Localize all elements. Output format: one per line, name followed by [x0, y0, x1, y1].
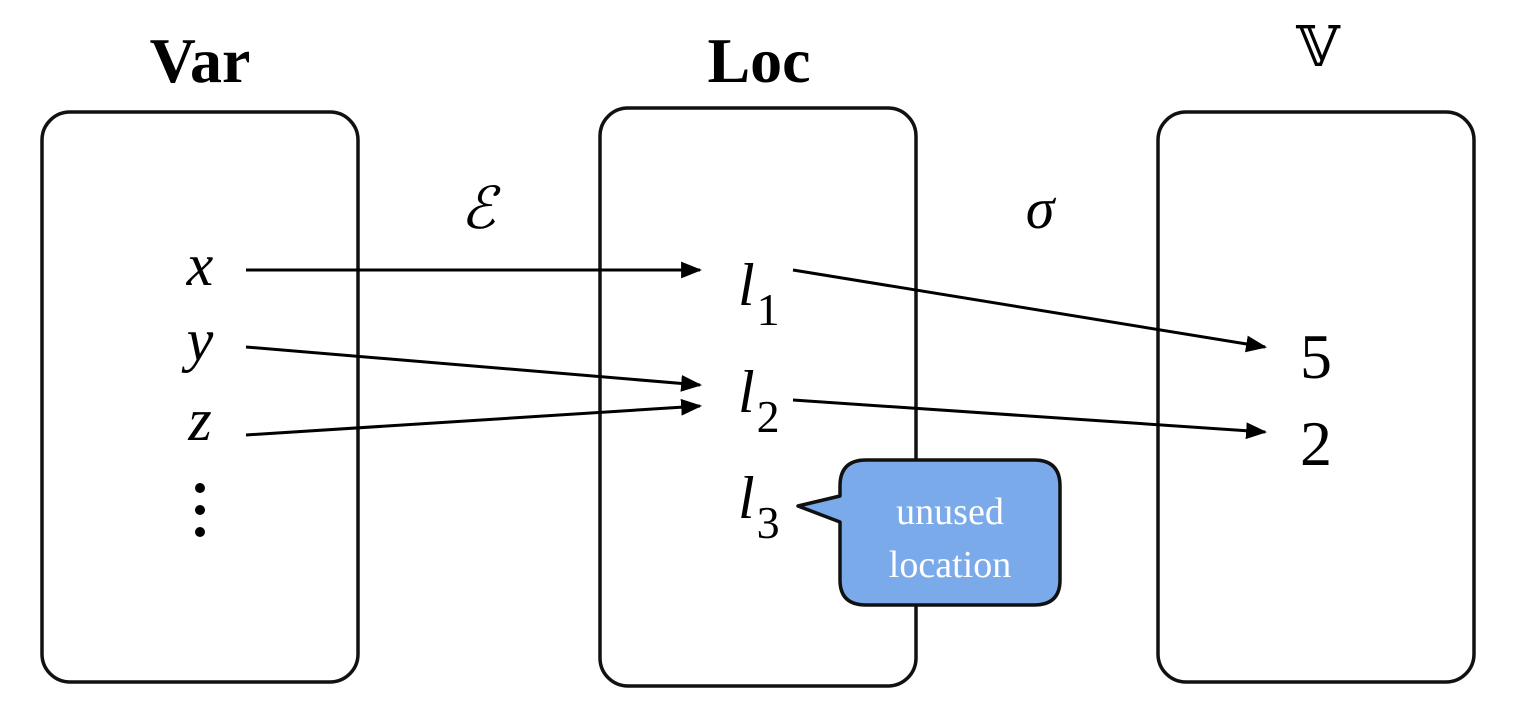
- unused-location-callout: unused location: [796, 458, 1062, 607]
- var-item-z: z: [187, 387, 211, 453]
- var-item-x: x: [186, 232, 214, 298]
- store-map-label: σ: [1026, 176, 1057, 241]
- var-vertical-ellipsis: ⋮: [195, 483, 205, 537]
- loc-item-l2: l2: [738, 359, 780, 442]
- environment-map-label: ℰ: [460, 176, 501, 241]
- value-item-5: 5: [1300, 321, 1332, 392]
- svg-text:⋮: ⋮: [200, 520, 201, 521]
- arrow-y-to-l2: [245, 345, 703, 392]
- arrow-z-to-l2: [245, 398, 703, 437]
- callout-line-1: unused: [896, 491, 1004, 533]
- value-item-2: 2: [1300, 408, 1332, 479]
- loc-set-title: Loc: [707, 25, 810, 96]
- callout-bubble: [796, 458, 1062, 607]
- callout-line-2: location: [889, 544, 1011, 586]
- values-set-title: 𝕍: [1295, 15, 1341, 80]
- var-item-y: y: [181, 307, 214, 373]
- arrow-l1-to-5: [792, 268, 1268, 353]
- arrow-l2-to-2: [792, 398, 1268, 440]
- var-set-title: Var: [150, 25, 251, 96]
- loc-item-l3: l3: [738, 465, 780, 548]
- loc-set-box: [598, 106, 918, 688]
- loc-item-l1: l1: [738, 252, 780, 335]
- var-set-box: [40, 110, 360, 684]
- values-set-box: [1156, 110, 1476, 684]
